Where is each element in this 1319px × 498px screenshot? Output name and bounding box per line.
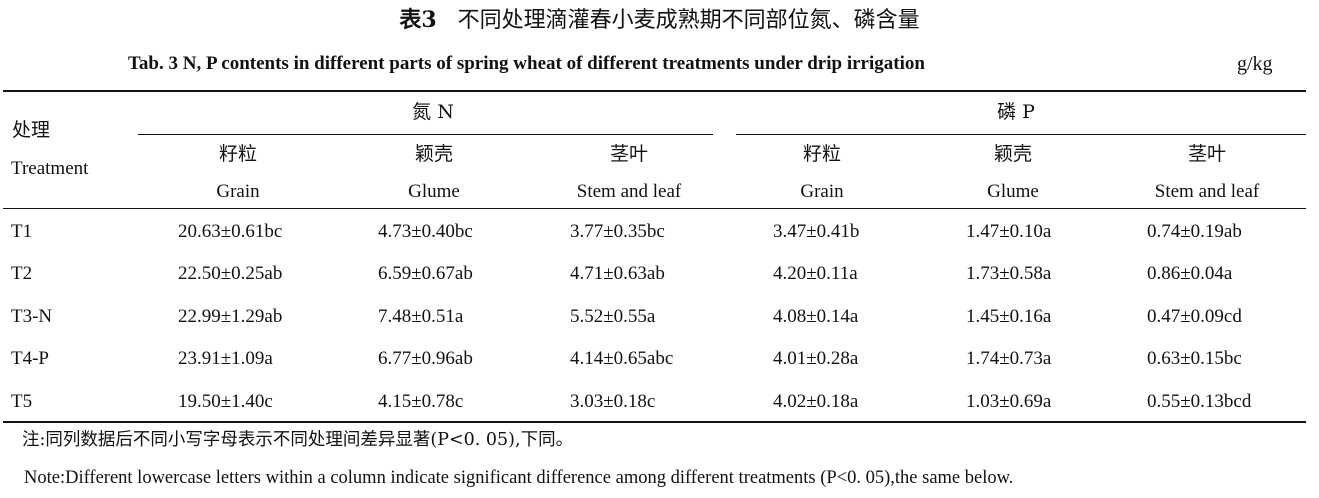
group-rule-p	[736, 134, 1306, 135]
value-cell: 19.50±1.40c	[178, 391, 273, 412]
column-header-zh: 籽粒	[802, 143, 841, 165]
column-header-zh: 颖壳	[993, 143, 1032, 165]
value-cell: 4.08±0.14a	[773, 306, 859, 327]
column-header-zh: 籽粒	[218, 143, 257, 165]
group-header-nitrogen: 氮 N	[412, 101, 454, 123]
value-cell: 22.50±0.25ab	[178, 263, 283, 284]
top-rule	[3, 90, 1306, 92]
value-cell: 4.02±0.18a	[773, 391, 859, 412]
caption-number: 表3	[399, 7, 437, 33]
value-cell: 4.14±0.65abc	[570, 348, 674, 369]
footnote-en: Note:Different lowercase letters within …	[24, 468, 1014, 488]
treatment-cell: T1	[11, 221, 33, 242]
value-cell: 22.99±1.29ab	[178, 306, 283, 327]
column-header-en: Stem and leaf	[1154, 181, 1260, 202]
column-header-en: Grain	[800, 181, 844, 202]
group-header-phosphorus: 磷 P	[997, 101, 1035, 123]
column-header-zh: 茎叶	[1187, 143, 1226, 165]
value-cell: 23.91±1.09a	[178, 348, 273, 369]
value-cell: 1.47±0.10a	[966, 221, 1052, 242]
value-cell: 1.73±0.58a	[966, 263, 1052, 284]
value-cell: 1.74±0.73a	[966, 348, 1052, 369]
value-cell: 0.86±0.04a	[1147, 263, 1233, 284]
value-cell: 0.74±0.19ab	[1147, 221, 1242, 242]
treatment-header-zh: 处理	[12, 119, 51, 141]
value-cell: 5.52±0.55a	[570, 306, 656, 327]
value-cell: 20.63±0.61bc	[178, 221, 283, 242]
value-cell: 4.73±0.40bc	[378, 221, 473, 242]
footnote-zh: 注:同列数据后不同小写字母表示不同处理间差异显著(P<0. 05),下同。	[22, 430, 574, 450]
value-cell: 1.03±0.69a	[966, 391, 1052, 412]
column-header-en: Stem and leaf	[576, 181, 682, 202]
value-cell: 3.03±0.18c	[570, 391, 656, 412]
value-cell: 7.48±0.51a	[378, 306, 464, 327]
treatment-cell: T4-P	[11, 348, 49, 369]
unit-label: g/kg	[1237, 53, 1273, 75]
caption-title-zh: 不同处理滴灌春小麦成熟期不同部位氮、磷含量	[457, 8, 920, 33]
value-cell: 4.20±0.11a	[773, 263, 858, 284]
value-cell: 0.63±0.15bc	[1147, 348, 1242, 369]
value-cell: 0.55±0.13bcd	[1147, 391, 1252, 412]
value-cell: 4.15±0.78c	[378, 391, 464, 412]
column-header-en: Grain	[216, 181, 260, 202]
bottom-rule	[3, 421, 1306, 423]
treatment-cell: T2	[11, 263, 33, 284]
column-header-en: Glume	[408, 181, 460, 202]
treatment-cell: T5	[11, 391, 33, 412]
column-header-zh: 茎叶	[609, 143, 648, 165]
treatment-cell: T3-N	[11, 306, 53, 327]
value-cell: 6.59±0.67ab	[378, 263, 473, 284]
value-cell: 3.77±0.35bc	[570, 221, 665, 242]
value-cell: 4.01±0.28a	[773, 348, 859, 369]
value-cell: 3.47±0.41b	[773, 221, 860, 242]
value-cell: 1.45±0.16a	[966, 306, 1052, 327]
table-caption-zh: 表3 不同处理滴灌春小麦成熟期不同部位氮、磷含量	[0, 9, 1319, 32]
value-cell: 6.77±0.96ab	[378, 348, 473, 369]
value-cell: 4.71±0.63ab	[570, 263, 665, 284]
value-cell: 0.47±0.09cd	[1147, 306, 1242, 327]
group-rule-n	[138, 134, 713, 135]
column-header-en: Glume	[987, 181, 1039, 202]
table-caption-en: Tab. 3 N, P contents in different parts …	[128, 53, 925, 74]
treatment-header-en: Treatment	[11, 158, 89, 179]
header-rule	[3, 208, 1306, 209]
column-header-zh: 颖壳	[414, 143, 453, 165]
